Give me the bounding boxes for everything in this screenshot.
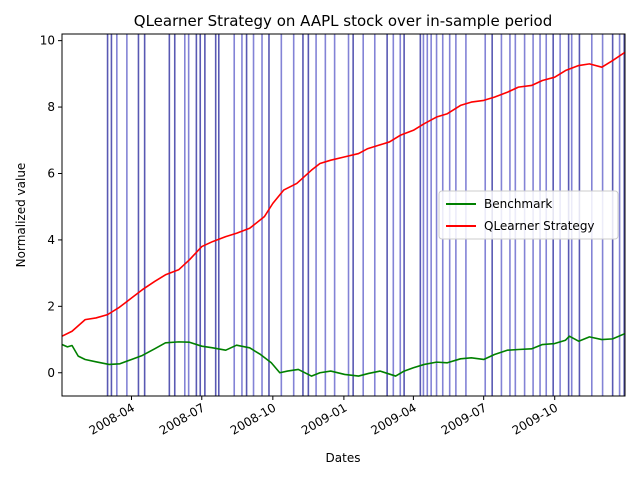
chart-title: QLearner Strategy on AAPL stock over in-… — [134, 12, 552, 30]
y-tick-label-0: 0 — [47, 366, 55, 380]
y-tick-label-6: 6 — [47, 166, 55, 180]
legend-box — [438, 190, 619, 240]
y-tick-label-4: 4 — [47, 233, 55, 247]
trade-markers — [106, 34, 626, 396]
series-line-0 — [61, 332, 626, 377]
y-axis: 0 2 4 6 8 10 — [40, 34, 62, 380]
x-axis-label: Dates — [326, 451, 361, 465]
y-tick-label-10: 10 — [40, 34, 55, 48]
legend-label-benchmark: Benchmark — [484, 197, 552, 211]
legend-label-qlearner: QLearner Strategy — [484, 219, 595, 233]
legend: Benchmark QLearner Strategy — [438, 190, 619, 240]
series-line-1 — [61, 51, 626, 337]
series-lines — [61, 51, 626, 377]
y-axis-label: Normalized value — [14, 163, 28, 268]
y-tick-label-8: 8 — [47, 100, 55, 114]
y-tick-label-2: 2 — [47, 299, 55, 313]
